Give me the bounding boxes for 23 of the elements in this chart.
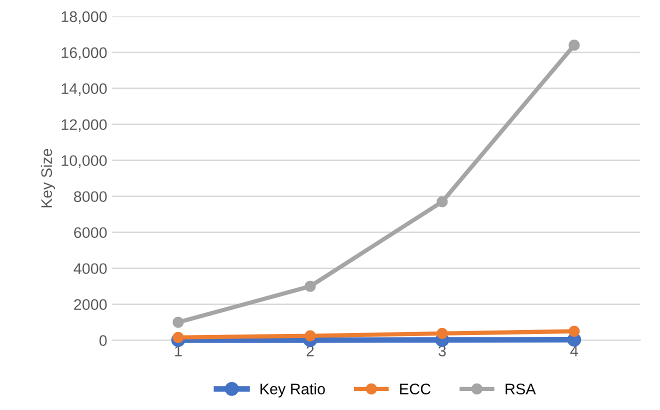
y-axis-title: Key Size: [40, 148, 56, 208]
point: [172, 332, 184, 343]
legend-label: RSA: [506, 384, 536, 394]
point: [172, 316, 184, 328]
y-tick-label: 14,000: [62, 83, 107, 96]
y-tick-label: 6000: [74, 227, 107, 238]
y-tick-label: 0: [99, 335, 107, 346]
legend-label: Key Ratio: [260, 383, 325, 398]
y-tick-label: 12,000: [62, 119, 107, 132]
legend-label: ECC: [400, 384, 431, 394]
y-tick-label: 18,000: [62, 11, 107, 24]
point: [568, 40, 580, 51]
y-tick-label: 2000: [74, 299, 107, 310]
point: [304, 280, 316, 292]
y-tick-label: 10,000: [62, 155, 107, 168]
point: [568, 326, 580, 337]
point: [304, 330, 316, 342]
point: [436, 196, 448, 208]
x-tick-label: 4: [570, 346, 578, 356]
y-tick-label: 4000: [74, 263, 107, 274]
point: [436, 328, 448, 340]
y-tick-label: 16,000: [62, 47, 107, 60]
y-tick-label: 8000: [74, 191, 107, 202]
